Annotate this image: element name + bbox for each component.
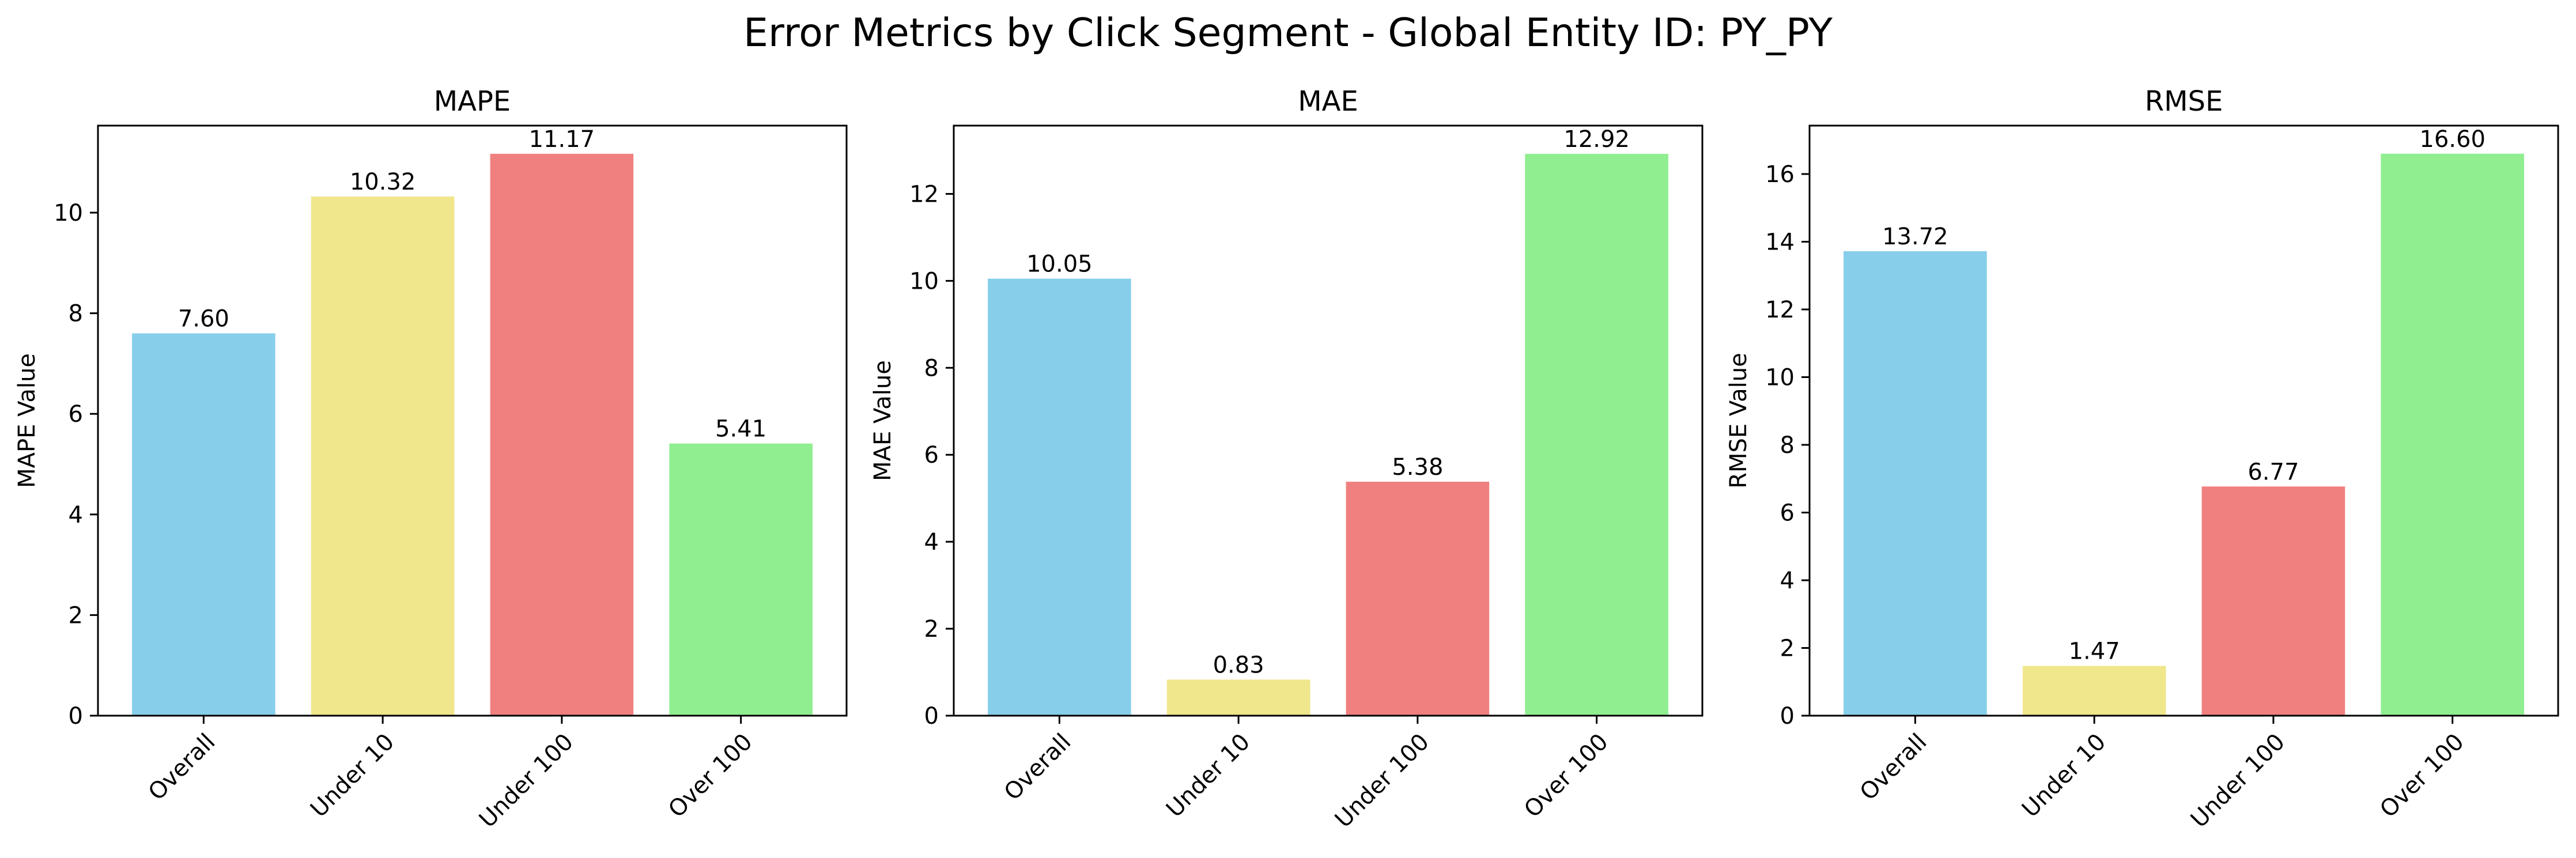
chart-title: RMSE: [2145, 85, 2223, 118]
chart-panel-rmse: 13.72 1.47 6.77 16.60 0 2 4 6 8 10 12 14 16 Overall Un…: [1725, 85, 2559, 833]
x-tick-label: Over 100: [1519, 729, 1614, 823]
data-label: 0.83: [1213, 652, 1264, 678]
x-tick-label: Overall: [143, 729, 221, 806]
data-label: 10.05: [1026, 251, 1093, 278]
data-label: 7.60: [178, 306, 229, 332]
bar-overall: [1844, 251, 1987, 716]
data-label: 13.72: [1882, 224, 1948, 250]
bar-overall: [988, 278, 1131, 716]
y-tick-label: 8: [1780, 432, 1795, 459]
x-tick-label: Under 10: [305, 729, 399, 823]
y-tick-label: 2: [924, 616, 939, 642]
bar-overall: [132, 333, 275, 716]
y-tick-label: 6: [69, 401, 83, 428]
y-tick-label: 14: [1765, 229, 1795, 256]
y-tick-label: 2: [1780, 636, 1795, 662]
axes-frame: [953, 124, 1704, 717]
figure-title: Error Metrics by Click Segment - Global …: [743, 10, 1833, 56]
x-tick-label: Under 100: [2186, 729, 2290, 833]
x-tick-label: Overall: [1855, 729, 1932, 806]
bar-under-100: [490, 153, 634, 716]
data-label: 6.77: [2248, 459, 2299, 485]
data-label: 16.60: [2419, 126, 2486, 153]
x-tick-label: Overall: [999, 729, 1077, 806]
bar-over-100: [1525, 154, 1668, 716]
axes-frame: [1808, 124, 2559, 717]
x-tick-label: Under 10: [2017, 729, 2111, 823]
chart-title: MAPE: [434, 85, 511, 118]
y-tick-label: 10: [54, 200, 83, 226]
bar-under-100: [2201, 486, 2345, 716]
chart-title: MAE: [1298, 85, 1358, 118]
x-tick-label: Under 10: [1161, 729, 1255, 823]
data-label: 10.32: [350, 169, 416, 195]
y-tick-label: 12: [1765, 297, 1795, 323]
y-tick-label: 0: [1780, 703, 1795, 730]
bar-under-10: [2022, 666, 2166, 716]
y-tick-label: 12: [909, 181, 939, 207]
data-label: 12.92: [1563, 126, 1630, 153]
x-tick-label: Over 100: [2375, 729, 2469, 823]
data-label: 11.17: [529, 126, 595, 153]
chart-panel-mape: 7.60 10.32 11.17 5.41 0 2 4 6 8 10 Overall Under 10…: [14, 85, 848, 833]
y-tick-label: 4: [1780, 568, 1795, 594]
data-label: 5.41: [715, 416, 766, 443]
x-tick-label: Over 100: [663, 729, 758, 823]
y-tick-label: 8: [924, 355, 939, 381]
x-tick-label: Under 100: [1330, 729, 1434, 833]
y-tick-label: 6: [924, 442, 939, 468]
y-tick-label: 4: [924, 529, 939, 555]
bar-under-100: [1346, 482, 1490, 716]
y-axis-label: RMSE Value: [1725, 353, 1752, 489]
data-label: 5.38: [1392, 454, 1443, 481]
y-tick-label: 10: [909, 268, 939, 294]
bar-over-100: [669, 443, 813, 716]
data-label: 1.47: [2069, 638, 2120, 665]
y-axis-label: MAPE Value: [14, 353, 40, 488]
y-tick-label: 8: [69, 301, 83, 327]
bar-over-100: [2381, 153, 2524, 716]
y-axis-label: MAE Value: [870, 360, 896, 481]
y-tick-label: 4: [69, 502, 83, 528]
y-tick-label: 10: [1765, 365, 1795, 391]
bar-under-10: [1166, 679, 1310, 716]
axes-frame: [97, 124, 848, 717]
y-tick-label: 16: [1765, 161, 1795, 188]
y-tick-label: 0: [69, 703, 83, 730]
chart-panel-mae: 10.05 0.83 5.38 12.92 0 2 4 6 8 10 12 Overall Under …: [870, 85, 1704, 833]
x-tick-label: Under 100: [474, 729, 579, 833]
y-tick-label: 0: [924, 703, 939, 730]
y-tick-label: 2: [69, 602, 83, 629]
bar-under-10: [311, 196, 455, 716]
y-tick-label: 6: [1780, 500, 1795, 527]
